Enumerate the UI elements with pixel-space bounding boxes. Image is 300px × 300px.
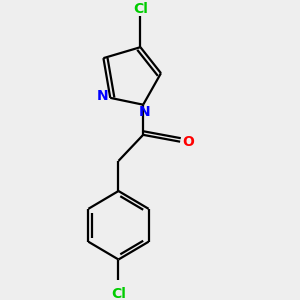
Text: Cl: Cl bbox=[133, 2, 148, 16]
Text: O: O bbox=[182, 135, 194, 149]
Text: N: N bbox=[97, 89, 108, 103]
Text: N: N bbox=[139, 105, 150, 118]
Text: Cl: Cl bbox=[111, 287, 126, 300]
